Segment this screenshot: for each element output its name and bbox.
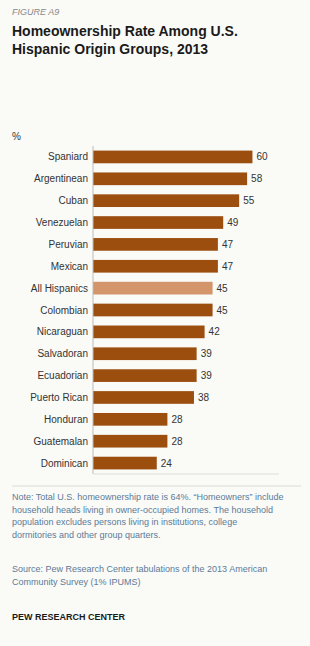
- source-line: Source: Pew Research Center tabulations …: [12, 564, 267, 574]
- title: Homeownership Rate Among U.S. Hispanic Or…: [12, 23, 238, 57]
- note-line: dormitories and other group quarters.: [12, 530, 161, 540]
- title-line: Homeownership Rate Among U.S.: [12, 23, 238, 39]
- y-axis-line: [93, 146, 94, 474]
- category-label: Dominican: [41, 458, 88, 469]
- bar: [93, 260, 218, 273]
- data-label: 28: [171, 414, 183, 425]
- note-line: Note: Total U.S. homeownership rate is 6…: [12, 492, 283, 502]
- separator: [12, 486, 301, 487]
- bar: [93, 282, 213, 295]
- category-label: Spaniard: [48, 151, 88, 162]
- data-label: 58: [251, 173, 263, 184]
- category-label: Venezuelan: [36, 217, 88, 228]
- category-label: Mexican: [51, 261, 88, 272]
- data-label: 42: [209, 326, 221, 337]
- bar: [93, 369, 197, 382]
- data-label: 39: [201, 348, 213, 359]
- bar: [93, 151, 252, 164]
- figure-label: FIGURE A9: [12, 7, 59, 17]
- category-label: Nicaraguan: [37, 326, 88, 337]
- category-label: Puerto Rican: [30, 392, 88, 403]
- category-label: Argentinean: [34, 173, 88, 184]
- bar: [93, 304, 213, 317]
- background: [0, 0, 310, 646]
- data-label: 45: [217, 305, 229, 316]
- data-label: 28: [171, 436, 183, 447]
- bars: [93, 151, 252, 470]
- bar: [93, 326, 205, 339]
- x-axis-line: [93, 474, 279, 475]
- data-label: 60: [256, 151, 268, 162]
- source-name: PEW RESEARCH CENTER: [12, 612, 126, 622]
- bar: [93, 172, 247, 185]
- page: {"chart_data": { "type": "bar", "orienta…: [0, 0, 310, 646]
- bar: [93, 238, 218, 251]
- data-label: 45: [217, 283, 229, 294]
- bar: [93, 435, 167, 448]
- data-label: 49: [227, 217, 239, 228]
- figure-label-line: FIGURE A9: [12, 7, 59, 17]
- category-label: Ecuadorian: [37, 370, 88, 381]
- category-label: Cuban: [59, 195, 88, 206]
- bar: [93, 391, 194, 404]
- category-label: Salvadoran: [37, 348, 88, 359]
- note-line: population excludes persons living in in…: [12, 517, 237, 527]
- bar: [93, 457, 157, 470]
- data-label: 47: [222, 239, 234, 250]
- source-line: Community Survey (1% IPUMS): [12, 577, 141, 587]
- category-label: Peruvian: [49, 239, 88, 250]
- category-label: Guatemalan: [34, 436, 88, 447]
- data-label: 38: [198, 392, 210, 403]
- bar: [93, 216, 223, 229]
- chart: FIGURE A9 Homeownership Rate Among U.S. Hi…: [0, 0, 310, 646]
- category-label: Colombian: [40, 305, 88, 316]
- data-label: 47: [222, 261, 234, 272]
- bar: [93, 413, 167, 426]
- bar: [93, 347, 197, 360]
- category-label: All Hispanics: [31, 283, 88, 294]
- data-label: 55: [243, 195, 255, 206]
- note: Note: Total U.S. homeownership rate is 6…: [12, 492, 283, 540]
- axis-label: %: [12, 131, 21, 142]
- source: Source: Pew Research Center tabulations …: [12, 564, 267, 587]
- note-line: household heads living in owner-occupied…: [12, 505, 273, 515]
- title-line: Hispanic Origin Groups, 2013: [12, 41, 208, 57]
- category-label: Honduran: [44, 414, 88, 425]
- bar: [93, 194, 239, 207]
- data-label: 24: [161, 458, 173, 469]
- data-label: 39: [201, 370, 213, 381]
- source-name-line: PEW RESEARCH CENTER: [12, 612, 126, 622]
